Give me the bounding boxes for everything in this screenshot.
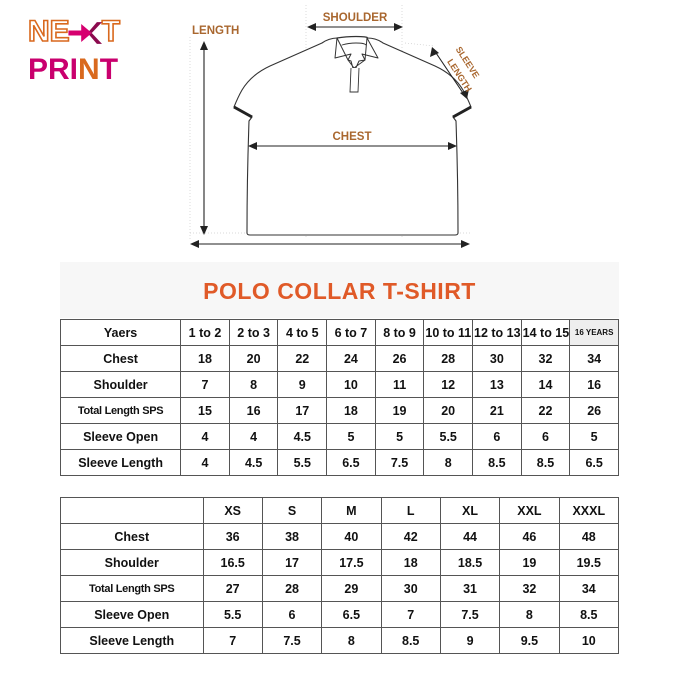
svg-text:LENGTH: LENGTH: [192, 25, 239, 37]
svg-text:CHEST: CHEST: [333, 131, 372, 143]
svg-text:SHOULDER: SHOULDER: [323, 12, 388, 24]
